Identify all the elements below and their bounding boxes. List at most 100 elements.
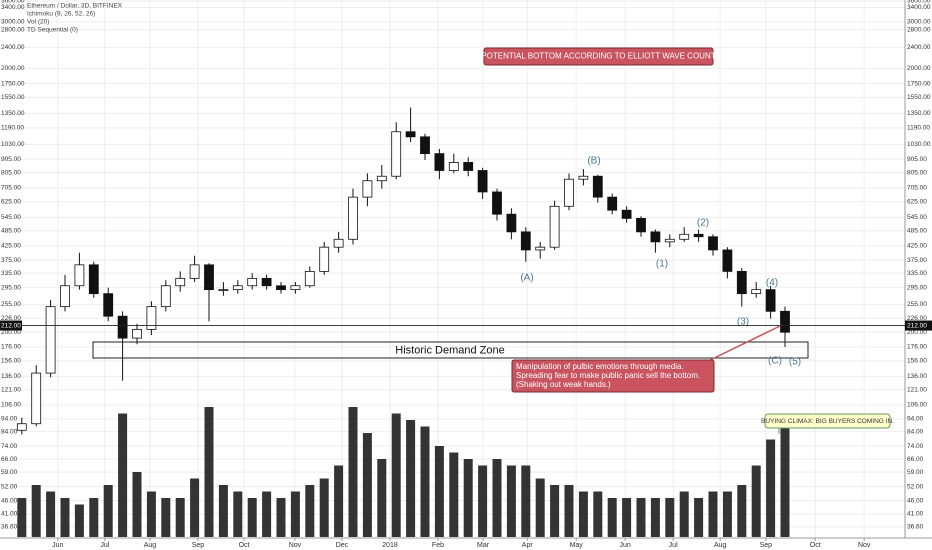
- y-tick-label-left: 3600.00: [1, 0, 25, 5]
- volume-bar: [622, 498, 632, 537]
- y-tick-label-left: 136.00: [1, 373, 21, 380]
- x-tick-label: Mar: [477, 542, 490, 549]
- candle-body: [693, 233, 704, 238]
- x-tick-label: Jun: [52, 542, 63, 549]
- y-tick-label: 545.00: [907, 214, 927, 221]
- candle-body: [333, 238, 344, 248]
- candle-body: [636, 217, 646, 233]
- y-tick-label-left: 66.00: [1, 456, 18, 463]
- y-tick-label: 705.00: [907, 185, 927, 192]
- wave-label: (4): [766, 278, 778, 289]
- volume-bar: [46, 491, 56, 537]
- volume-bar: [751, 465, 761, 537]
- volume-bar: [391, 413, 401, 537]
- candle-body: [405, 131, 416, 138]
- overlays: Historic Demand Zone POTENTIAL BOTTOM AC…: [92, 47, 894, 434]
- candle-body: [218, 289, 229, 292]
- volume-bar: [578, 491, 588, 537]
- y-tick-label-left: 375.00: [1, 257, 21, 264]
- y-tick-label: 46.00: [907, 497, 924, 504]
- candle-body: [765, 289, 776, 312]
- y-tick-label-left: 94.00: [1, 415, 18, 422]
- y-tick-label-left: 425.00: [1, 243, 21, 250]
- wave-label: (A): [520, 273, 533, 284]
- y-tick-label: 2000.00: [907, 65, 931, 72]
- volume-bar: [204, 407, 214, 537]
- candle-body: [492, 191, 502, 215]
- legend-title: Ethereum / Dollar, 3D, BITFINEX: [27, 3, 123, 10]
- candles: [16, 107, 790, 435]
- candle-body: [376, 175, 387, 182]
- x-tick-label: Jul: [100, 542, 109, 549]
- y-tick-label: 3600.00: [907, 0, 931, 5]
- x-tick-label: Nov: [858, 542, 871, 549]
- y-tick-label: 52.00: [907, 483, 924, 490]
- y-tick-label-left: 805.00: [1, 169, 21, 176]
- candle-body: [664, 238, 675, 243]
- x-tick-label: Dec: [336, 542, 349, 549]
- y-tick-label: 295.00: [907, 284, 927, 291]
- y-tick-label-left: 106.00: [1, 402, 21, 409]
- candle-body: [304, 271, 315, 287]
- candle-body: [261, 277, 272, 287]
- candle-body: [175, 277, 186, 287]
- volume-bar: [607, 498, 617, 537]
- y-tick-label-left: 1550.00: [1, 94, 25, 101]
- legend-indicator: Vol (20): [27, 19, 49, 26]
- volume-bar: [636, 498, 646, 537]
- y-tick-label: 84.00: [907, 428, 924, 435]
- volume-bar: [463, 459, 473, 537]
- candle-body: [780, 310, 790, 333]
- volume-bar: [521, 465, 531, 537]
- volume-bar: [377, 459, 387, 537]
- candle-body: [751, 289, 762, 295]
- last-price-label-left: 212.00: [1, 322, 21, 329]
- candle-body: [607, 196, 618, 211]
- y-tick-label-left: 2400.00: [1, 44, 25, 51]
- y-tick-label: 1190.00: [907, 125, 930, 132]
- candle-body: [578, 175, 589, 180]
- y-tick-label: 136.00: [907, 373, 927, 380]
- candle-body: [650, 231, 661, 243]
- volume-bar: [146, 491, 156, 537]
- candle-body: [45, 306, 56, 374]
- volume-bar: [650, 498, 660, 537]
- volume-bar: [535, 478, 545, 537]
- volume-bar: [17, 498, 27, 537]
- y-tick-label: 1030.00: [907, 141, 931, 148]
- candle-body: [708, 236, 718, 251]
- candle-body: [74, 264, 85, 287]
- y-tick-label-left: 156.00: [1, 357, 21, 364]
- y-tick-label-left: 2000.00: [1, 65, 25, 72]
- volume-bar: [218, 485, 228, 537]
- volume-bar: [74, 504, 84, 537]
- x-tick-label: Sep: [760, 542, 773, 549]
- last-price-box: [905, 320, 932, 331]
- y-tick-label-left: 3400.00: [1, 4, 25, 11]
- y-tick-label-left: 36.60: [1, 524, 18, 531]
- y-tick-label-left: 46.00: [1, 497, 18, 504]
- y-tick-label: 36.60: [907, 524, 924, 531]
- volume-pane: [17, 407, 790, 537]
- volume-bar: [506, 465, 516, 537]
- x-tick-label: May: [570, 542, 584, 549]
- x-tick-label: Oct: [239, 542, 250, 549]
- y-tick-label-left: 74.00: [1, 443, 18, 450]
- volume-bar: [89, 498, 99, 537]
- volume-bar: [434, 446, 444, 537]
- y-tick-label-left: 84.00: [1, 428, 18, 435]
- candle-body: [319, 246, 330, 272]
- volume-bar: [737, 485, 747, 537]
- y-tick-label-left: 625.00: [1, 198, 21, 205]
- candle-body: [506, 213, 517, 233]
- last-price-box-left: [0, 320, 22, 331]
- candle-body: [348, 196, 358, 240]
- candle-body: [736, 271, 747, 295]
- x-tick-label: Sep: [192, 542, 205, 549]
- candle-body: [160, 285, 171, 308]
- y-tick-label: 74.00: [907, 443, 924, 450]
- y-tick-label-left: 905.00: [1, 156, 21, 163]
- y-tick-label: 59.00: [907, 469, 924, 476]
- volume-bar: [132, 472, 142, 537]
